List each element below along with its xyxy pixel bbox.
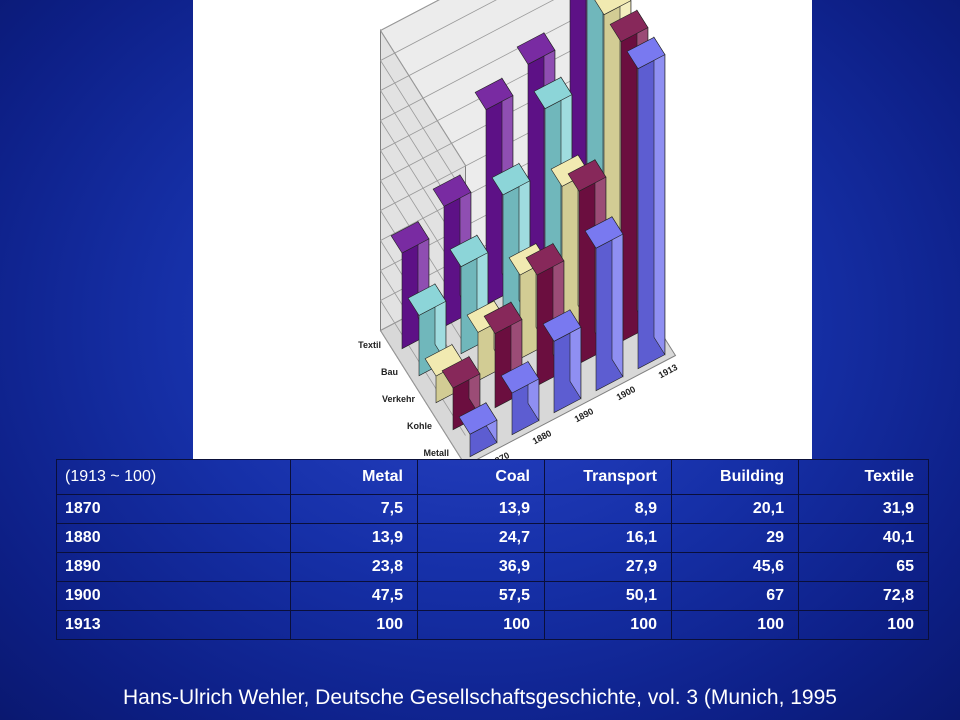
gridline: [379, 0, 466, 166]
year-label: 1913: [657, 362, 679, 380]
table-row: 1870 7,5 13,9 8,9 20,1 31,9: [56, 494, 929, 524]
table-cell: 13,9: [290, 523, 418, 553]
table-cell: 8,9: [544, 494, 672, 524]
gridline: [379, 0, 555, 226]
table-header-row: (1913 ~ 100) Metal Coal Transport Buildi…: [56, 459, 929, 495]
table-cell: 29: [671, 523, 799, 553]
table-row: 1900 47,5 57,5 50,1 67 72,8: [56, 581, 929, 611]
bar-metall-1890: [542, 308, 582, 414]
table-cell: 100: [798, 610, 929, 640]
table-cell: 20,1: [671, 494, 799, 524]
bar-metall-1913: [626, 36, 666, 370]
category-label: Bau: [381, 367, 398, 377]
bar-metall-1900: [584, 215, 624, 392]
table-cell: 45,6: [671, 552, 799, 582]
table-cell: 100: [544, 610, 672, 640]
table-cell: 47,5: [290, 581, 418, 611]
bar-metall-1880: [500, 360, 540, 436]
table-cell: 50,1: [544, 581, 672, 611]
column-header-textile: Textile: [798, 459, 929, 495]
table-cell: 13,9: [417, 494, 545, 524]
row-year: 1913: [56, 610, 291, 640]
table-cell: 27,9: [544, 552, 672, 582]
column-header-transport: Transport: [544, 459, 672, 495]
table-cell: 100: [417, 610, 545, 640]
table-cell: 72,8: [798, 581, 929, 611]
row-year: 1900: [56, 581, 291, 611]
data-table: (1913 ~ 100) Metal Coal Transport Buildi…: [56, 459, 929, 640]
table-row: 1890 23,8 36,9 27,9 45,6 65: [56, 552, 929, 582]
source-citation: Hans-Ulrich Wehler, Deutsche Gesellschaf…: [123, 686, 837, 709]
table-cell: 40,1: [798, 523, 929, 553]
category-label: Textil: [358, 340, 381, 350]
year-label: 1880: [531, 428, 553, 446]
table-cell: 67: [671, 581, 799, 611]
table-cell: 23,8: [290, 552, 418, 582]
table-cell: 57,5: [417, 581, 545, 611]
gridline: [379, 70, 591, 316]
table-corner-label: (1913 ~ 100): [56, 459, 291, 495]
table-cell: 36,9: [417, 552, 545, 582]
year-label: 1890: [573, 406, 595, 424]
category-label: Metall: [423, 448, 449, 458]
chart-3d-bar: 0102030405060708090100MetallKohleVerkehr…: [358, 0, 679, 460]
row-year: 1880: [56, 523, 291, 553]
column-header-building: Building: [671, 459, 799, 495]
table-row: 1913 100 100 100 100 100: [56, 610, 929, 640]
row-year: 1890: [56, 552, 291, 582]
category-label: Kohle: [407, 421, 432, 431]
bar-metall-1870: [458, 401, 498, 458]
table-cell: 7,5: [290, 494, 418, 524]
table-cell: 31,9: [798, 494, 929, 524]
table-cell: 100: [671, 610, 799, 640]
table-cell: 65: [798, 552, 929, 582]
gridline: [379, 0, 497, 196]
year-label: 1870: [489, 450, 511, 460]
year-label: 1900: [615, 384, 637, 402]
gridline: [379, 40, 591, 286]
category-label: Verkehr: [382, 394, 416, 404]
table-row: 1880 13,9 24,7 16,1 29 40,1: [56, 523, 929, 553]
table-cell: 16,1: [544, 523, 672, 553]
table-cell: 24,7: [417, 523, 545, 553]
column-header-metal: Metal: [290, 459, 418, 495]
column-header-coal: Coal: [417, 459, 545, 495]
row-year: 1870: [56, 494, 291, 524]
table-cell: 100: [290, 610, 418, 640]
chart-image: 0102030405060708090100MetallKohleVerkehr…: [193, 0, 812, 460]
